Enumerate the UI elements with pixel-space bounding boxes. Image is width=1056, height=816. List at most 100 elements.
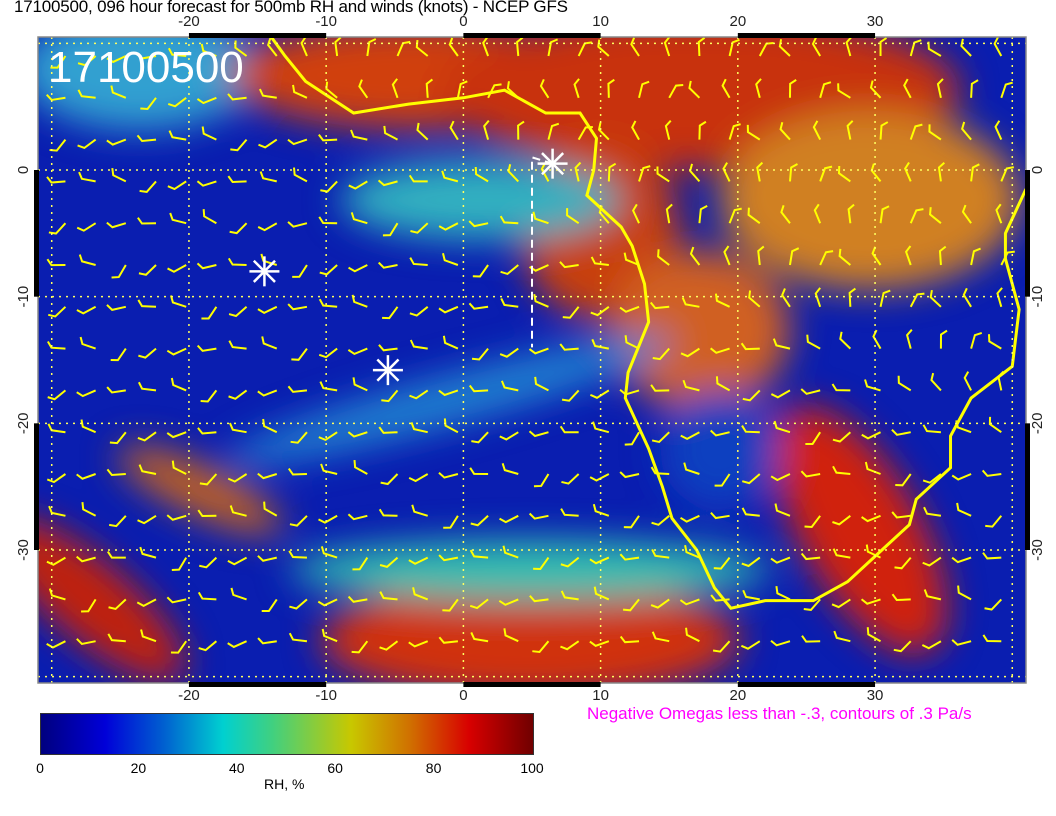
lon-tick-label-top: 20: [729, 13, 746, 30]
wind-barb: [779, 121, 791, 141]
wind-barb: [166, 596, 187, 604]
wind-barb: [47, 340, 66, 350]
wind-barb: [266, 37, 278, 57]
wind-barb: [170, 640, 188, 654]
wind-barb: [79, 336, 96, 350]
wind-barb: [257, 472, 278, 480]
wind-barb: [623, 252, 640, 266]
wind-barb: [456, 80, 468, 98]
wind-barb: [1000, 250, 1015, 266]
wind-barb: [48, 505, 66, 517]
wind-barb: [169, 212, 187, 225]
wind-barb: [819, 250, 834, 266]
wind-barb: [879, 121, 889, 140]
wind-barb: [757, 245, 765, 266]
wind-barb: [561, 389, 580, 402]
wind-barb: [619, 635, 640, 644]
wind-barb: [741, 473, 761, 485]
wind-barb: [287, 385, 308, 393]
wind-barb: [516, 37, 524, 57]
wind-barb: [560, 508, 579, 517]
wind-barb: [448, 37, 459, 57]
wind-barb: [288, 632, 308, 643]
wind-barb: [347, 595, 368, 603]
wind-barb: [502, 545, 519, 559]
wind-barb: [929, 289, 942, 308]
wind-barb: [483, 119, 490, 140]
colorbar-tick: 60: [327, 760, 343, 776]
wind-barb: [198, 640, 218, 652]
colorbar-tick: 80: [425, 760, 442, 776]
wind-barb: [287, 303, 308, 311]
wind-barb: [138, 464, 157, 475]
wind-barb: [499, 215, 519, 225]
wind-barb: [560, 640, 580, 651]
wind-barb: [747, 207, 761, 225]
wind-barb: [318, 514, 338, 524]
wind-barb: [230, 138, 248, 152]
wind-barb: [318, 347, 338, 359]
wind-barb: [559, 425, 579, 434]
wind-barb: [534, 376, 549, 392]
wind-barb: [352, 377, 368, 392]
wind-barb: [928, 207, 942, 224]
wind-barb: [166, 514, 187, 521]
wind-barb: [651, 548, 670, 559]
wind-barb: [560, 556, 580, 568]
axis-bar: [34, 170, 39, 297]
wind-barb: [922, 556, 942, 567]
wind-barb: [383, 125, 398, 141]
wind-barb: [984, 598, 1003, 611]
wind-barb: [139, 546, 157, 559]
wind-barb: [879, 205, 890, 224]
wind-barb: [806, 334, 821, 350]
wind-barb: [714, 473, 731, 487]
wind-barb: [347, 513, 368, 521]
wind-barb: [167, 97, 187, 108]
wind-barb: [838, 248, 851, 266]
wind-barb: [788, 163, 798, 182]
wind-barb: [722, 162, 731, 182]
wind-barb: [381, 389, 399, 403]
wind-barb: [111, 167, 127, 183]
wind-barb: [501, 462, 519, 475]
colorbar-tick: 0: [36, 760, 44, 776]
wind-barb: [939, 329, 948, 349]
wind-barb: [928, 124, 942, 141]
wind-barb: [409, 339, 428, 350]
wind-barb: [528, 512, 549, 520]
wind-barb: [199, 473, 218, 486]
wind-barb: [561, 473, 580, 485]
wind-barb: [229, 422, 247, 434]
wind-barb: [837, 165, 851, 183]
wind-barb: [981, 469, 1002, 477]
wind-barb: [48, 588, 66, 601]
wind-barb: [681, 297, 700, 308]
wind-barb: [879, 289, 891, 308]
colorbar-tick: 40: [229, 760, 245, 776]
wind-barb: [325, 81, 338, 99]
wind-barb: [48, 222, 67, 235]
wind-barb: [320, 463, 338, 475]
wind-barb: [350, 212, 368, 225]
wind-barb: [443, 418, 459, 434]
wind-barb: [982, 634, 1002, 643]
wind-barb: [474, 166, 489, 183]
wind-barb: [409, 389, 429, 400]
wind-barb: [995, 203, 1003, 224]
wind-barb: [951, 556, 972, 564]
wind-barb: [680, 431, 700, 441]
wind-barb: [832, 465, 851, 475]
wind-barb: [166, 431, 187, 439]
wind-barb: [833, 630, 851, 643]
wind-barb: [756, 161, 764, 182]
wind-barb: [741, 556, 761, 568]
wind-barb: [936, 78, 944, 99]
wind-barb: [334, 37, 342, 57]
wind-barb: [137, 217, 157, 225]
wind-barb: [293, 167, 308, 183]
wind-barb: [590, 305, 610, 317]
wind-barb: [819, 81, 832, 99]
wind-barb: [651, 515, 670, 526]
wind-barb: [957, 585, 972, 601]
